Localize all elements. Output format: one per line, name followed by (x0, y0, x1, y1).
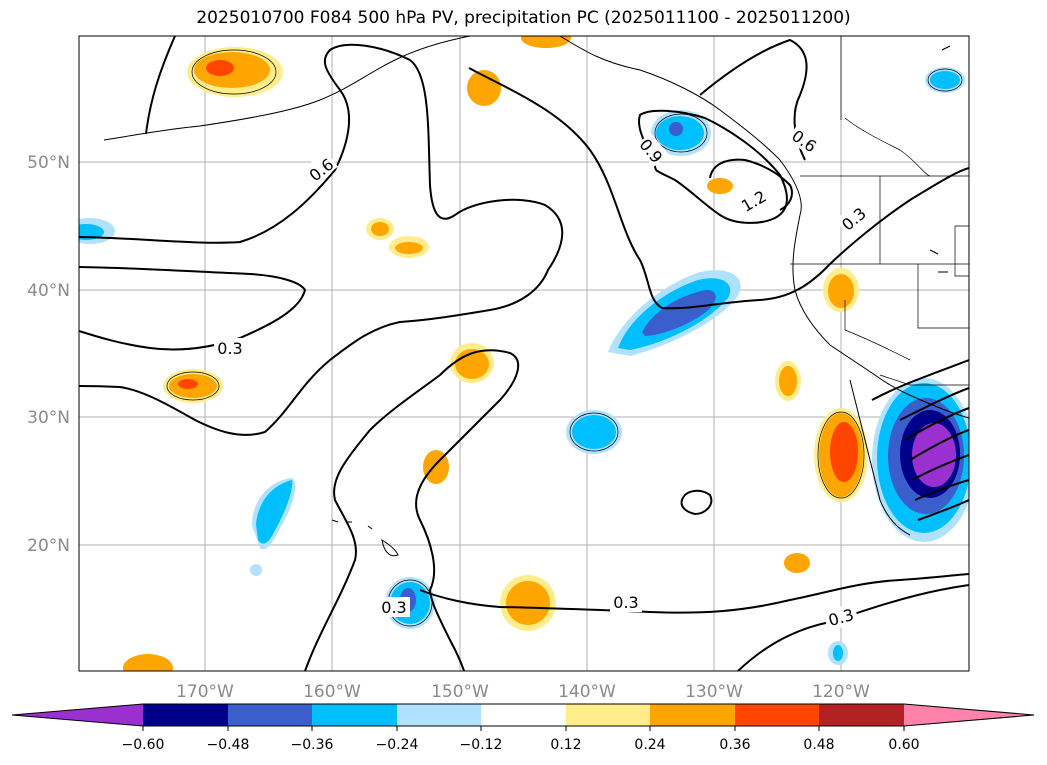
borders (790, 36, 969, 386)
pv-contour-06-a (145, 36, 176, 135)
contour-label-03-west: 0.3 (217, 339, 242, 358)
positive-anomaly-170w (163, 369, 223, 403)
colorbar-tick: −0.48 (207, 737, 250, 753)
colorbar: −0.60 −0.48 −0.36 −0.24 −0.12 0.12 0.24 … (11, 703, 1035, 753)
colorbar-bin (143, 704, 228, 726)
contour-label-03-south: 0.3 (613, 593, 638, 612)
positive-anomaly-sw (123, 654, 173, 671)
colorbar-extend-high (904, 704, 1034, 726)
colorbar-tick: 0.24 (634, 737, 665, 753)
lat-label-50n: 50°N (27, 153, 70, 173)
lat-label-40n: 40°N (27, 281, 70, 301)
lon-label-130w: 130°W (685, 682, 743, 702)
colorbar-bin (819, 704, 904, 726)
colorbar-tick: 0.48 (803, 737, 834, 753)
colorbar-bin (312, 704, 397, 726)
lon-label-160w: 160°W (303, 682, 361, 702)
negative-anomaly-30n (566, 410, 622, 454)
lon-label-150w: 150°W (431, 682, 489, 702)
lon-label-140w: 140°W (558, 682, 616, 702)
positive-anomaly-coast (707, 178, 859, 573)
positive-anomaly-baja (814, 408, 868, 502)
coastlines (103, 36, 969, 557)
colorbar-tick: −0.12 (460, 737, 503, 753)
colorbar-tick: −0.24 (376, 737, 419, 753)
colorbar-extend-low (12, 704, 143, 726)
positive-anomaly-mid-north (366, 218, 429, 258)
colorbar-bin (228, 704, 312, 726)
colorbar-tick: −0.60 (122, 737, 165, 753)
negative-anomaly-band (608, 270, 741, 356)
lat-label-20n: 20°N (27, 536, 70, 556)
colorbar-bin (566, 704, 650, 726)
pv-contours (79, 36, 969, 671)
positive-anomaly-south (500, 575, 556, 631)
lon-tick-labels: 170°W 160°W 150°W 140°W 130°W 120°W (176, 682, 870, 702)
map-panel: 0.6 0.6 0.9 1.2 0.3 0.3 0.3 0.3 0.3 (78, 35, 970, 672)
negative-anomaly-gulf-ak (651, 110, 711, 156)
positive-anomaly-150w (450, 343, 494, 383)
colorbar-bin (735, 704, 819, 726)
lon-label-120w: 120°W (812, 682, 870, 702)
colorbar-bin (650, 704, 735, 726)
colorbar-tick: 0.12 (550, 737, 581, 753)
map-frame (78, 35, 970, 672)
negative-anomaly-ne (925, 67, 965, 93)
colorbar-bin (397, 704, 481, 726)
colorbar-tick: 0.60 (888, 737, 919, 753)
negative-anomaly-west-edge (79, 218, 115, 244)
positive-anomaly-top (521, 36, 571, 48)
contour-label-03-hawaii: 0.3 (381, 598, 406, 617)
figure-title: 2025010700 F084 500 hPa PV, precipitatio… (196, 8, 851, 28)
positive-anomaly-nw (187, 47, 283, 97)
lat-label-30n: 30°N (27, 408, 70, 428)
colorbar-bin (481, 704, 566, 726)
lat-tick-labels: 50°N 40°N 30°N 20°N (27, 153, 70, 556)
negative-anomaly-160w (252, 478, 296, 550)
colorbar-tick: 0.36 (719, 737, 750, 753)
negative-anomaly-tiny (250, 564, 262, 576)
colorbar-tick: −0.36 (291, 737, 334, 753)
gridlines (79, 36, 969, 671)
lon-label-170w: 170°W (176, 682, 234, 702)
positive-anomaly-gulf (467, 70, 501, 106)
anomaly-outlines (166, 49, 963, 627)
